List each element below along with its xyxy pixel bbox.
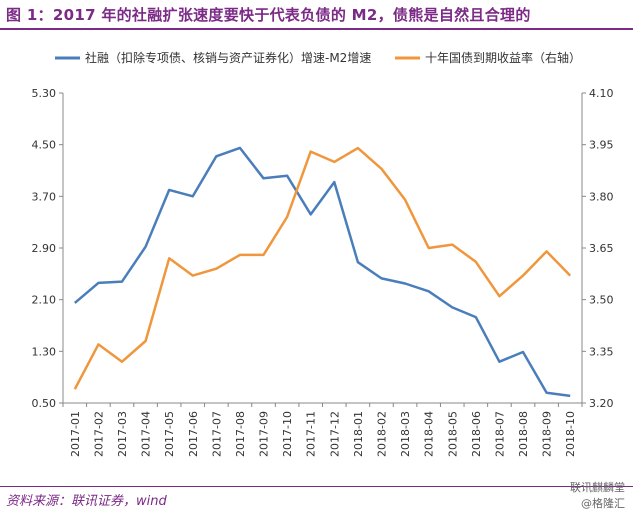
x-tick-label: 2018-03 xyxy=(399,411,412,457)
y-right-tick-label: 3.50 xyxy=(589,294,614,307)
y-left-tick-label: 5.30 xyxy=(32,87,57,100)
x-tick-label: 2017-11 xyxy=(305,411,318,457)
x-tick-label: 2018-05 xyxy=(446,411,459,457)
x-tick-label: 2017-08 xyxy=(234,411,247,457)
y-right-tick-label: 3.95 xyxy=(589,139,614,152)
y-left-tick-label: 2.90 xyxy=(32,242,57,255)
x-tick-label: 2017-01 xyxy=(69,411,82,457)
source-note: 资料来源：联讯证券，wind xyxy=(6,494,167,509)
legend: 社融（扣除专项债、核销与资产证券化）增速-M2增速 十年国债到期收益率（右轴） xyxy=(55,50,581,65)
y-left-tick-label: 4.50 xyxy=(32,139,57,152)
y-left-tick-label: 3.70 xyxy=(32,190,57,203)
x-tick-label: 2017-06 xyxy=(187,411,200,457)
x-tick-label: 2018-10 xyxy=(564,411,577,457)
x-tick-label: 2018-04 xyxy=(423,411,436,457)
y-right-tick-label: 3.65 xyxy=(589,242,614,255)
watermark: 联讯麒麟堂 @格隆汇 xyxy=(570,480,625,512)
watermark-line2: @格隆汇 xyxy=(581,497,625,510)
legend-label-series1: 社融（扣除专项债、核销与资产证券化）增速-M2增速 xyxy=(85,50,371,65)
y-right-tick-label: 3.35 xyxy=(589,345,614,358)
y-left-tick-label: 2.10 xyxy=(32,294,57,307)
x-tick-label: 2018-08 xyxy=(517,411,530,457)
x-tick-label: 2017-09 xyxy=(258,411,271,457)
x-tick-label: 2017-10 xyxy=(281,411,294,457)
x-tick-label: 2017-12 xyxy=(328,411,341,457)
x-tick-label: 2017-03 xyxy=(116,411,129,457)
y-right-tick-label: 4.10 xyxy=(589,87,614,100)
chart-title: 图 1：2017 年的社融扩张速度要快于代表负债的 M2，债熊是自然且合理的 xyxy=(6,6,531,24)
x-tick-label: 2018-09 xyxy=(541,411,554,457)
x-tick-label: 2017-05 xyxy=(163,411,176,457)
axes: 5.30 4.50 3.70 2.90 2.10 1.30 0.50 4.10 3.95 3.80… xyxy=(32,87,614,457)
y-right-tick-label: 3.80 xyxy=(589,190,614,203)
x-tick-label: 2018-01 xyxy=(352,411,365,457)
footer-divider xyxy=(0,486,633,487)
watermark-line1: 联讯麒麟堂 xyxy=(570,481,625,494)
y-right-tick-label: 3.20 xyxy=(589,397,614,410)
series-line-2 xyxy=(73,146,572,390)
x-tick-label: 2017-02 xyxy=(92,411,105,457)
y-left-tick-label: 1.30 xyxy=(32,345,57,358)
series-line-1 xyxy=(73,146,571,398)
title-divider xyxy=(0,28,633,30)
x-tick-label: 2017-04 xyxy=(140,411,153,457)
x-tick-label: 2018-07 xyxy=(493,411,506,457)
x-tick-label: 2018-06 xyxy=(470,411,483,457)
x-tick-label: 2018-02 xyxy=(375,411,388,457)
line-chart: 社融（扣除专项债、核销与资产证券化）增速-M2增速 十年国债到期收益率（右轴） … xyxy=(32,50,614,457)
y-left-tick-label: 0.50 xyxy=(32,397,57,410)
x-tick-label: 2017-07 xyxy=(210,411,223,457)
series-group xyxy=(73,146,572,398)
legend-label-series2: 十年国债到期收益率（右轴） xyxy=(425,50,581,65)
